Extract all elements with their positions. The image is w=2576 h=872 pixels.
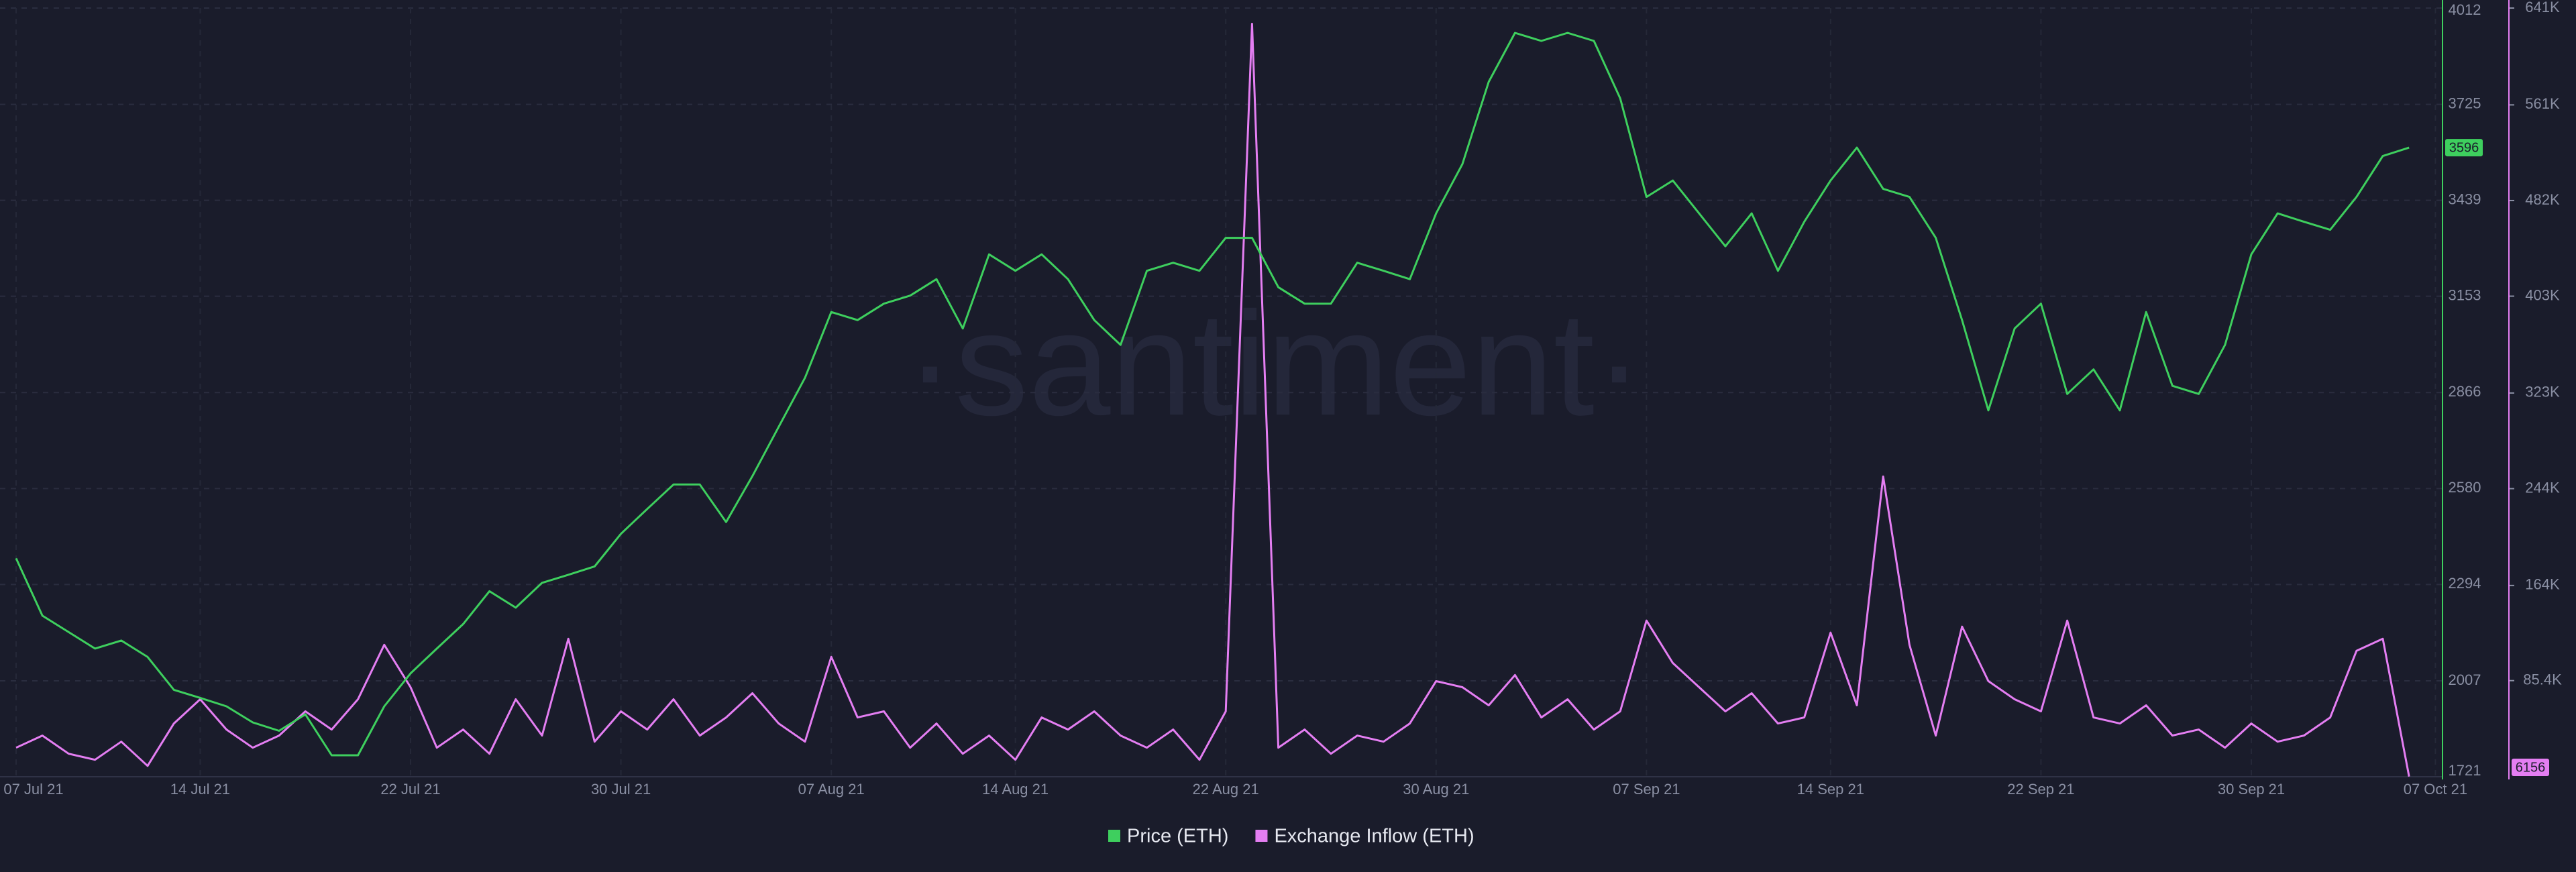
last-value-label: 3596 xyxy=(2449,140,2479,155)
legend-label: Exchange Inflow (ETH) xyxy=(1274,826,1474,847)
series-line xyxy=(15,23,2410,777)
y-tick-label: 2580 xyxy=(2449,479,2481,496)
x-tick-label: 14 Sep 21 xyxy=(1797,781,1864,798)
last-value-tag xyxy=(2445,139,2483,157)
x-tick-label: 14 Aug 21 xyxy=(982,781,1049,798)
y2-tick-label: 164K xyxy=(2525,576,2560,593)
y2-tick-label: 323K xyxy=(2525,384,2560,400)
y-tick-label: 1721 xyxy=(2449,762,2481,779)
y-tick-label: 3725 xyxy=(2449,95,2481,111)
y2-tick-label: 85.4K xyxy=(2523,671,2562,688)
y-tick-label: 2007 xyxy=(2449,671,2481,688)
y-tick-label: 2866 xyxy=(2449,383,2481,400)
y-tick-label: 2294 xyxy=(2449,575,2481,592)
x-tick-label: 30 Sep 21 xyxy=(2218,781,2285,798)
watermark: ·santiment· xyxy=(906,281,1644,446)
legend: Price (ETH) Exchange Inflow (ETH) xyxy=(1108,826,1474,847)
x-tick-label: 14 Jul 21 xyxy=(170,781,230,798)
y2-tick-label: 244K xyxy=(2525,479,2560,496)
last-value-tag xyxy=(2512,759,2549,776)
legend-label: Price (ETH) xyxy=(1127,826,1228,847)
x-tick-label: 22 Jul 21 xyxy=(380,781,440,798)
x-tick-label: 22 Sep 21 xyxy=(2007,781,2074,798)
x-tick-label: 07 Jul 21 xyxy=(3,781,63,798)
y2-tick-label: 641K xyxy=(2525,0,2560,15)
y-tick-label: 3439 xyxy=(2449,190,2481,207)
x-tick-label: 07 Sep 21 xyxy=(1613,781,1680,798)
series-line xyxy=(15,32,2410,757)
x-tick-label: 30 Aug 21 xyxy=(1403,781,1469,798)
y-tick-label: 3153 xyxy=(2449,286,2481,303)
x-tick-label: 30 Jul 21 xyxy=(591,781,651,798)
y-tick-label: 4012 xyxy=(2449,1,2481,18)
x-tick-label: 22 Aug 21 xyxy=(1193,781,1259,798)
legend-swatch xyxy=(1108,830,1120,842)
y2-tick-label: 403K xyxy=(2525,286,2560,303)
y2-tick-label: 561K xyxy=(2525,95,2560,112)
last-value-label: 6156 xyxy=(2516,760,2546,775)
x-tick-label: 07 Oct 21 xyxy=(2404,781,2467,798)
x-tick-label: 07 Aug 21 xyxy=(798,781,865,798)
y2-tick-label: 482K xyxy=(2525,191,2560,208)
legend-swatch xyxy=(1255,830,1268,842)
